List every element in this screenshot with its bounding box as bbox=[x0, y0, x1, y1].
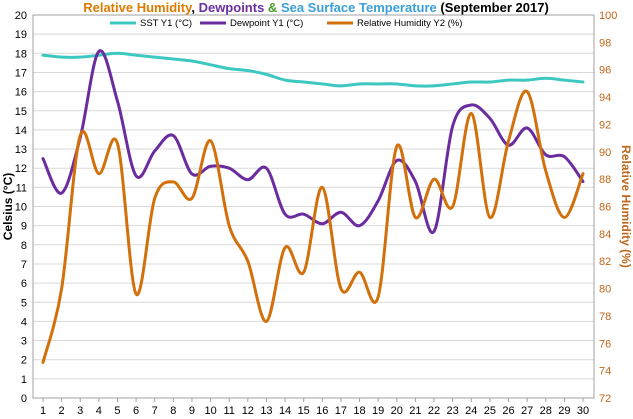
x-tick-label: 20 bbox=[391, 405, 403, 417]
legend-label: Dewpoint Y1 (°C) bbox=[230, 18, 303, 29]
humidity-series-line bbox=[41, 89, 585, 364]
title-segment: Relative Humidity bbox=[83, 0, 193, 15]
y-tick-label: 12 bbox=[15, 163, 27, 175]
y2-tick-label: 86 bbox=[599, 202, 611, 214]
x-tick-label: 11 bbox=[223, 405, 234, 417]
plot-area bbox=[32, 14, 595, 399]
y-tick-label: 13 bbox=[15, 144, 27, 156]
x-tick-label: 28 bbox=[540, 405, 552, 417]
y-tick-label: 6 bbox=[21, 278, 27, 290]
y2-tick-label: 74 bbox=[599, 366, 611, 378]
legend-sst: SST Y1 (°C) bbox=[110, 18, 192, 29]
y-tick-label: 17 bbox=[15, 67, 27, 79]
x-tick-label: 4 bbox=[96, 405, 102, 417]
y-tick-label: 9 bbox=[21, 221, 27, 233]
y2-tick-label: 100 bbox=[599, 10, 617, 22]
legend: SST Y1 (°C) Dewpoint Y1 (°C) Relative Humi… bbox=[110, 18, 462, 29]
gridlines bbox=[33, 14, 594, 399]
x-tick-label: 9 bbox=[189, 405, 195, 417]
x-tick-label: 22 bbox=[428, 405, 440, 417]
y2-axis-ticks: 72 74 76 78 80 82 84 86 88 90 92 94 96 98 100 bbox=[599, 10, 617, 405]
title-segment: & bbox=[264, 0, 281, 15]
title-segment: , bbox=[191, 0, 198, 15]
y2-tick-label: 94 bbox=[599, 92, 611, 104]
y2-tick-label: 90 bbox=[599, 147, 611, 159]
y-tick-label: 18 bbox=[15, 48, 27, 60]
x-tick-label: 21 bbox=[409, 405, 421, 417]
x-tick-label: 1 bbox=[40, 405, 46, 417]
y-axis-label: Celsius (°C) bbox=[1, 173, 15, 240]
sst-series-line bbox=[41, 51, 585, 88]
y2-tick-label: 88 bbox=[599, 174, 611, 186]
y-tick-label: 5 bbox=[21, 297, 27, 309]
legend-dewpoint: Dewpoint Y1 (°C) bbox=[200, 18, 303, 29]
x-tick-label: 29 bbox=[558, 405, 570, 417]
x-tick-label: 16 bbox=[316, 405, 328, 417]
y2-tick-label: 78 bbox=[599, 311, 611, 323]
legend-label: SST Y1 (°C) bbox=[140, 18, 192, 29]
y-tick-label: 3 bbox=[21, 336, 27, 348]
y-tick-label: 20 bbox=[15, 10, 27, 22]
title-segment: (September 2017) bbox=[437, 0, 549, 15]
y2-tick-label: 82 bbox=[599, 256, 611, 268]
chart-title: Relative Humidity, Dewpoints & Sea Surfa… bbox=[83, 0, 549, 15]
y-tick-label: 16 bbox=[15, 87, 27, 99]
x-axis-ticks: 1 2 3 4 5 6 7 8 9 10 11 12 13 14 15 16 17 18 19 20 21 22 23 24 2… bbox=[40, 398, 589, 417]
x-tick-label: 12 bbox=[242, 405, 254, 417]
series bbox=[41, 49, 585, 364]
chart-title-text: Relative Humidity, Dewpoints & Sea Surfa… bbox=[83, 0, 549, 15]
x-tick-label: 2 bbox=[59, 405, 65, 417]
y-tick-label: 11 bbox=[16, 182, 27, 194]
y-tick-label: 8 bbox=[21, 240, 27, 252]
x-tick-label: 19 bbox=[372, 405, 384, 417]
y-tick-label: 0 bbox=[21, 393, 27, 405]
legend-humidity: Relative Humidity Y2 (%) bbox=[327, 18, 462, 29]
x-tick-label: 10 bbox=[204, 405, 216, 417]
y2-tick-label: 98 bbox=[599, 37, 611, 49]
y-tick-label: 4 bbox=[21, 316, 27, 328]
title-segment: Sea Surface Temperature bbox=[281, 0, 437, 15]
y-tick-label: 1 bbox=[21, 374, 27, 386]
x-tick-label: 15 bbox=[298, 405, 310, 417]
x-tick-label: 24 bbox=[465, 405, 477, 417]
x-tick-label: 6 bbox=[133, 405, 139, 417]
y-tick-label: 7 bbox=[21, 259, 27, 271]
y-tick-label: 15 bbox=[15, 106, 27, 118]
y2-tick-label: 96 bbox=[599, 65, 611, 77]
y2-tick-label: 84 bbox=[599, 229, 611, 241]
title-segment: Dewpoints bbox=[199, 0, 265, 15]
x-tick-label: 3 bbox=[77, 405, 83, 417]
x-tick-label: 23 bbox=[447, 405, 459, 417]
x-tick-label: 5 bbox=[114, 405, 120, 417]
y2-tick-label: 76 bbox=[599, 338, 611, 350]
x-tick-label: 25 bbox=[484, 405, 496, 417]
x-tick-label: 27 bbox=[521, 405, 533, 417]
y2-axis-label: Relative Humidity (%) bbox=[619, 145, 633, 268]
x-tick-label: 30 bbox=[577, 405, 589, 417]
y2-tick-label: 80 bbox=[599, 284, 611, 296]
x-tick-label: 18 bbox=[353, 405, 365, 417]
x-tick-label: 8 bbox=[170, 405, 176, 417]
x-tick-label: 14 bbox=[279, 405, 291, 417]
x-tick-label: 13 bbox=[260, 405, 272, 417]
y2-tick-label: 92 bbox=[599, 119, 611, 131]
x-tick-label: 7 bbox=[152, 405, 158, 417]
y-tick-label: 10 bbox=[15, 202, 27, 214]
y-tick-label: 19 bbox=[15, 29, 27, 41]
y-tick-label: 2 bbox=[21, 355, 27, 367]
x-tick-label: 17 bbox=[335, 405, 347, 417]
y-tick-label: 14 bbox=[15, 125, 27, 137]
y2-tick-label: 72 bbox=[599, 393, 611, 405]
x-tick-label: 26 bbox=[502, 405, 514, 417]
legend-label: Relative Humidity Y2 (%) bbox=[357, 18, 462, 29]
